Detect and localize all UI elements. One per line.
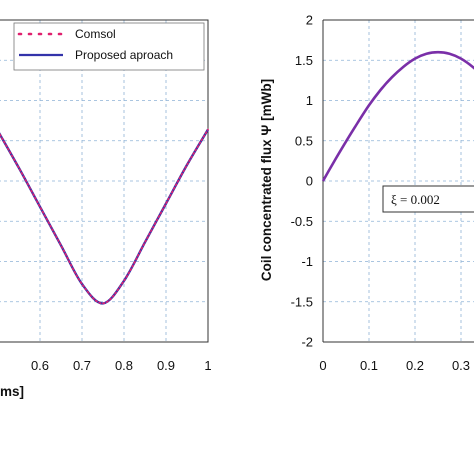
annotation-text: ξ = 0.002 [391,192,440,207]
right-y-tick-label: -2 [301,335,313,350]
left-series-line-proposed [0,128,210,305]
left-x-tick-labels: 0.6 0.7 0.8 0.9 1 [31,358,212,373]
left-legend: Comsol Proposed aproach [13,22,205,71]
right-y-tick-label: 1 [306,93,313,108]
right-y-tick-labels: 2 1.5 1 0.5 0 -0.5 -1 -1.5 -2 [291,13,313,350]
left-series-line-comsol [0,128,209,305]
right-y-axis-label: Coil concentrated flux Ψ [mWb] [259,79,274,281]
legend-label-comsol: Comsol [75,27,116,41]
right-chart: 2 1.5 1 0.5 0 -0.5 -1 -1.5 -2 0 0.1 0.2 0.3 Coil co… [259,13,474,373]
left-x-tick-label: 0.9 [157,358,175,373]
right-x-tick-label: 0 [319,358,326,373]
left-x-tick-label: 0.7 [73,358,91,373]
right-series-line-flux [321,50,474,182]
right-y-tick-label: -0.5 [291,214,313,229]
legend-box [13,22,205,71]
annotation-box: ξ = 0.002 [382,185,474,213]
right-x-tick-labels: 0 0.1 0.2 0.3 [319,358,470,373]
legend-label-proposed: Proposed aproach [75,48,173,62]
left-chart: 0.6 0.7 0.8 0.9 1 ms] Comsol Proposed aproac… [0,19,212,399]
left-x-tick-label: 0.6 [31,358,49,373]
right-y-tick-label: -1.5 [291,294,313,309]
right-series-layer [321,50,474,182]
right-y-tick-label: 0 [306,174,313,189]
left-x-axis-label: ms] [0,384,24,399]
right-y-tick-label: 1.5 [295,53,313,68]
right-y-tick-label: 0.5 [295,133,313,148]
right-x-tick-label: 0.1 [360,358,378,373]
right-y-tick-label: 2 [306,13,313,28]
annotation-frame [382,185,474,213]
left-x-tick-label: 0.8 [115,358,133,373]
left-series-layer [0,128,210,305]
left-plot-frame [0,19,209,343]
right-x-tick-label: 0.2 [406,358,424,373]
left-grid [0,20,208,342]
right-x-tick-label: 0.3 [452,358,470,373]
left-x-tick-label: 1 [204,358,211,373]
right-y-tick-label: -1 [301,254,313,269]
right-grid [323,20,474,342]
